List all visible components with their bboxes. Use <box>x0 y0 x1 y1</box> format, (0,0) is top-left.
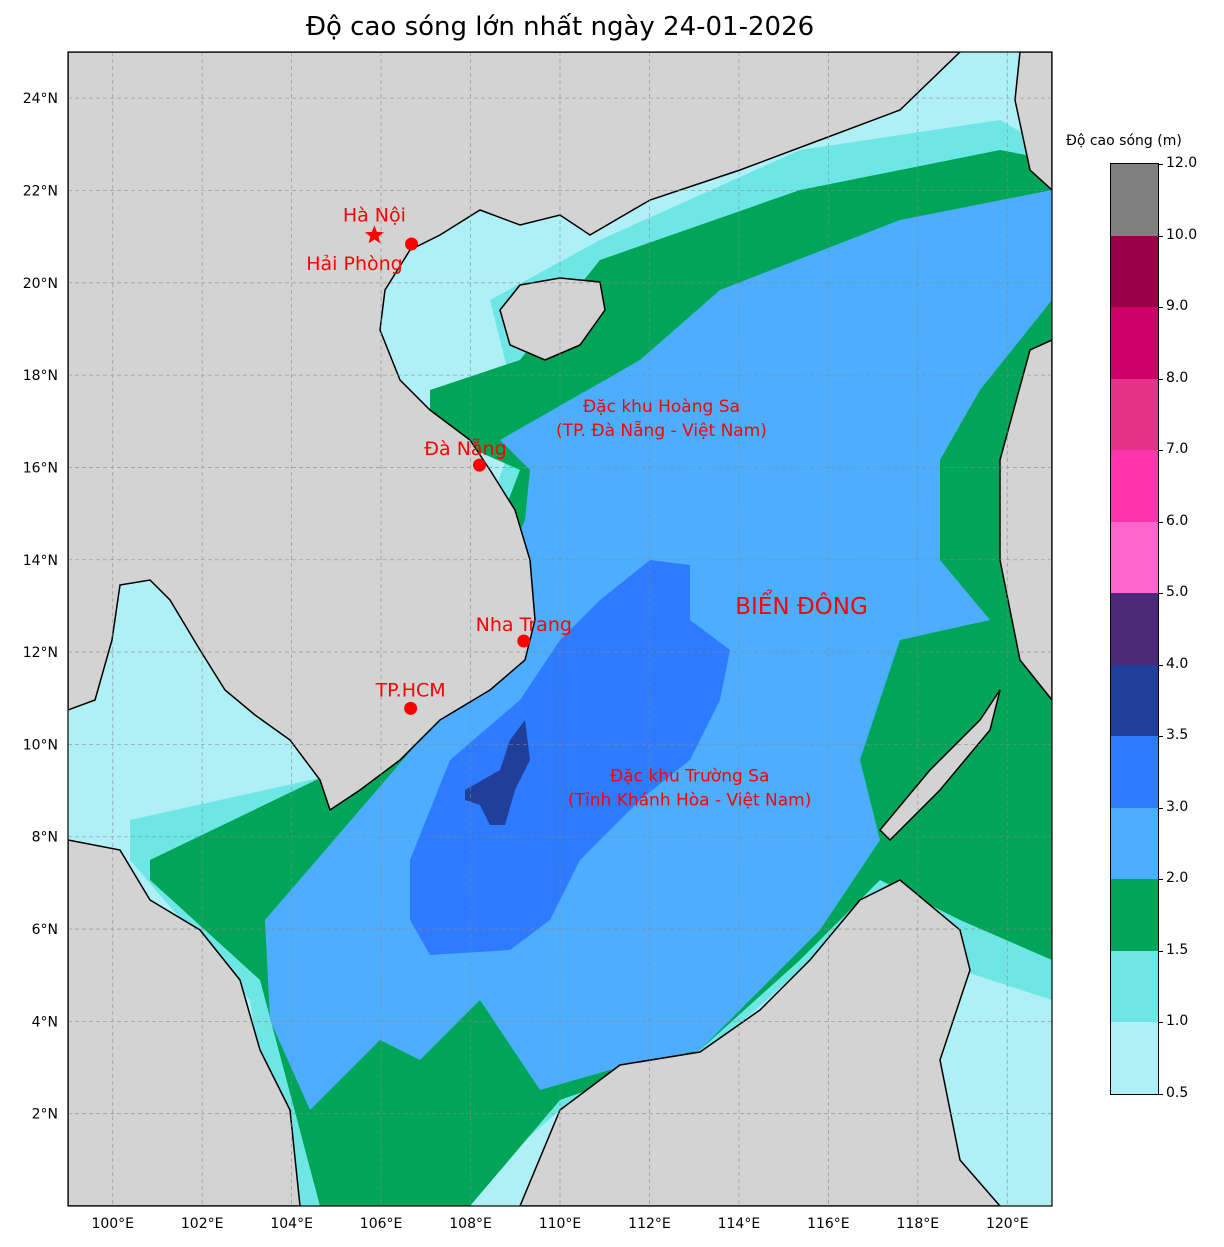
colorbar-tick-label: 8.0 <box>1166 369 1189 386</box>
colorbar-tick-label: 12.0 <box>1166 155 1198 171</box>
lat-tick-label: 4°N <box>32 1014 58 1030</box>
colorbar-tick <box>1158 807 1163 809</box>
lon-tick-label: 112°E <box>628 1216 671 1232</box>
colorbar-segment <box>1111 664 1158 737</box>
lon-tick-label: 102°E <box>181 1216 224 1232</box>
colorbar-segment <box>1111 1022 1158 1094</box>
city-label: Đà Nẵng <box>424 437 506 460</box>
colorbar-tick <box>1158 307 1163 309</box>
region-label: (Tỉnh Khánh Hòa - Việt Nam) <box>568 790 811 810</box>
colorbar-segment <box>1111 593 1158 665</box>
colorbar-title: Độ cao sóng (m) <box>1066 133 1182 149</box>
lon-tick-label: 106°E <box>360 1216 403 1232</box>
land-borneo <box>519 879 1001 1206</box>
colorbar-segment <box>1111 307 1158 379</box>
lon-tick-label: 120°E <box>986 1216 1029 1232</box>
colorbar-segment <box>1111 164 1158 236</box>
colorbar-frame <box>1110 163 1159 1095</box>
lat-tick-label: 6°N <box>32 922 58 938</box>
colorbar-tick-label: 5.0 <box>1166 584 1189 601</box>
colorbar-tick <box>1158 664 1163 666</box>
sea-3-3.5 <box>410 560 730 955</box>
colorbar-tick-label: 2.0 <box>1166 870 1189 887</box>
lat-tick-label: 14°N <box>23 553 58 569</box>
city-label: Nha Trang <box>476 614 572 636</box>
colorbar-tick-label: 4.0 <box>1166 655 1189 672</box>
colorbar-tick-label: 1.0 <box>1166 1013 1189 1030</box>
colorbar-segment <box>1111 450 1158 522</box>
colorbar-tick <box>1158 164 1163 165</box>
region-label: (TP. Đà Nẵng - Việt Nam) <box>556 420 767 441</box>
colorbar-tick <box>1158 235 1163 237</box>
city-label: Hà Nội <box>343 204 406 226</box>
colorbar-segment <box>1111 807 1158 880</box>
colorbar-segment <box>1111 736 1158 808</box>
sea-3.5-4 <box>465 720 530 825</box>
sea-label: BIỂN ĐÔNG <box>735 590 868 620</box>
lat-tick-label: 8°N <box>32 830 58 846</box>
lat-tick-label: 18°N <box>23 368 58 384</box>
colorbar-tick <box>1158 1022 1163 1024</box>
region-label: Đặc khu Trường Sa <box>610 766 769 786</box>
lat-tick-label: 20°N <box>23 276 58 292</box>
colorbar-tick <box>1158 521 1163 523</box>
colorbar-tick-label: 10.0 <box>1166 226 1198 243</box>
colorbar-segment <box>1111 521 1158 594</box>
colorbar-tick-label: 3.0 <box>1166 798 1189 815</box>
colorbar-tick <box>1158 450 1163 452</box>
land-palawan <box>878 689 1001 842</box>
capital-star-icon <box>364 225 384 244</box>
colorbar-tick-label: 9.0 <box>1166 298 1189 315</box>
colorbar-segment <box>1111 879 1158 951</box>
colorbar-tick <box>1158 1094 1163 1095</box>
lat-tick-label: 22°N <box>23 183 58 199</box>
lat-tick-label: 24°N <box>23 91 58 107</box>
lat-tick-label: 16°N <box>23 460 58 476</box>
lon-tick-label: 100°E <box>91 1216 134 1232</box>
colorbar-segment <box>1111 950 1158 1023</box>
lat-tick-label: 2°N <box>32 1107 58 1123</box>
city-marker-icon <box>517 634 531 648</box>
colorbar-tick <box>1158 950 1163 952</box>
region-label: Đặc khu Hoàng Sa <box>583 397 740 417</box>
lon-tick-label: 118°E <box>897 1216 940 1232</box>
colorbar-tick-label: 7.0 <box>1166 441 1189 458</box>
city-label: Hải Phòng <box>306 253 402 275</box>
lon-tick-label: 116°E <box>807 1216 850 1232</box>
colorbar-segment <box>1111 235 1158 308</box>
colorbar-tick <box>1158 378 1163 380</box>
city-label: TP.HCM <box>375 679 446 701</box>
colorbar-tick-label: 1.5 <box>1166 941 1189 958</box>
colorbar-tick-label: 6.0 <box>1166 512 1189 529</box>
lat-tick-label: 10°N <box>23 737 58 753</box>
land-malay-peninsula <box>68 839 301 1206</box>
colorbar-tick <box>1158 879 1163 881</box>
city-marker-icon <box>405 237 419 251</box>
colorbar-tick <box>1158 593 1163 595</box>
colorbar-tick-label: 3.5 <box>1166 727 1189 744</box>
map-frame <box>67 51 1053 1207</box>
city-marker-icon <box>404 701 418 715</box>
lon-tick-label: 108°E <box>449 1216 492 1232</box>
lat-tick-label: 12°N <box>23 645 58 661</box>
colorbar-tick <box>1158 736 1163 738</box>
lon-tick-label: 110°E <box>539 1216 582 1232</box>
map-title: Độ cao sóng lớn nhất ngày 24-01-2026 <box>305 12 815 42</box>
lon-tick-label: 104°E <box>270 1216 313 1232</box>
colorbar-tick-label: 0.5 <box>1166 1085 1189 1101</box>
lon-tick-label: 114°E <box>718 1216 761 1232</box>
city-marker-icon <box>472 458 486 472</box>
land-taiwan <box>1014 52 1052 192</box>
colorbar-segment <box>1111 378 1158 451</box>
